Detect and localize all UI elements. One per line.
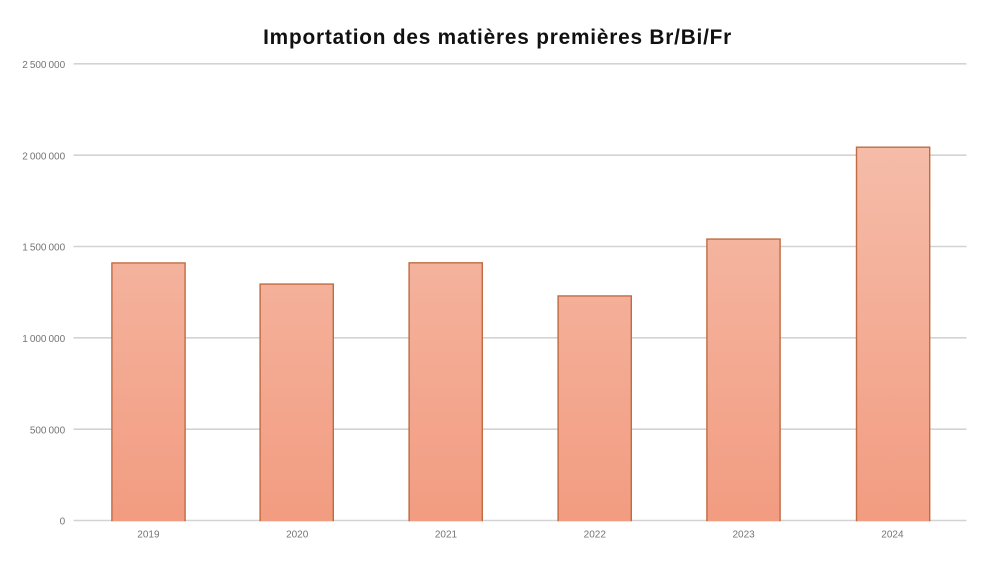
svg-text:500 000: 500 000: [30, 425, 66, 436]
svg-text:2020: 2020: [286, 530, 309, 541]
svg-text:2022: 2022: [584, 530, 607, 541]
svg-text:2 500 000: 2 500 000: [22, 60, 65, 71]
svg-text:2 000 000: 2 000 000: [22, 151, 65, 162]
svg-text:2023: 2023: [732, 530, 755, 541]
svg-text:0: 0: [60, 517, 66, 528]
svg-text:2019: 2019: [137, 530, 160, 541]
svg-text:Importation des matières premi: Importation des matières premières Br/Bi…: [263, 26, 732, 49]
svg-text:2021: 2021: [435, 530, 458, 541]
svg-text:2024: 2024: [881, 530, 904, 541]
svg-text:1 500 000: 1 500 000: [22, 243, 65, 254]
svg-text:1 000 000: 1 000 000: [22, 334, 65, 345]
